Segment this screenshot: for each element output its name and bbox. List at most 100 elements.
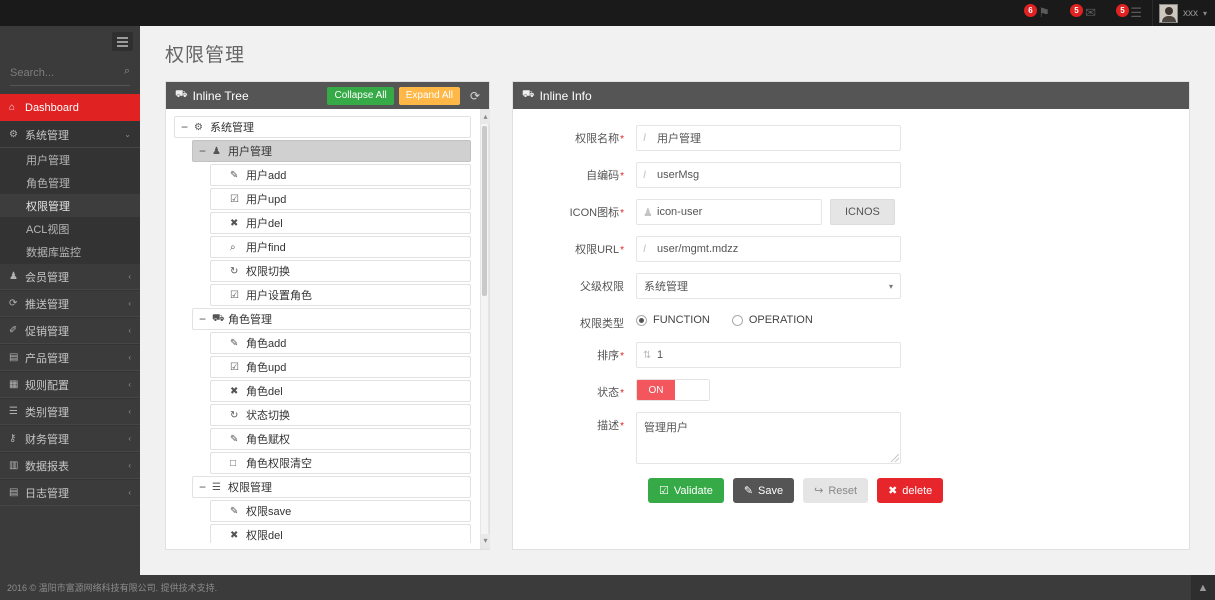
type-radio-group: FUNCTION OPERATION: [636, 310, 813, 326]
collapse-toggle-icon[interactable]: −: [199, 312, 207, 326]
sidebar-toggle-button[interactable]: [112, 32, 133, 51]
sidebar-item-push[interactable]: ⟳ 推送管理 ‹: [0, 290, 140, 317]
sidebar-search[interactable]: ⌕: [10, 60, 130, 86]
save-button[interactable]: ✎ Save: [732, 478, 795, 503]
required-mark: *: [620, 245, 624, 256]
sidebar-item-rules[interactable]: ▦ 规则配置 ‹: [0, 371, 140, 398]
radio-operation[interactable]: OPERATION: [731, 314, 813, 326]
field-control: 系统管理 ▾: [636, 273, 1189, 299]
collapse-toggle-icon[interactable]: −: [199, 144, 207, 158]
sort-label: 排序*: [513, 342, 636, 363]
tree-node[interactable]: ✎ 角色add: [210, 332, 471, 354]
scroll-down-icon[interactable]: ▾: [481, 534, 490, 548]
url-input[interactable]: I user/mgmt.mdzz: [636, 236, 901, 262]
tree-node[interactable]: ☑ 角色upd: [210, 356, 471, 378]
tree-node-label: 权限save: [246, 506, 292, 518]
tree-node-label: 权限管理: [228, 482, 272, 494]
delete-button[interactable]: ✖ delete: [877, 478, 944, 503]
panels-row: ⛟ Inline Tree Collapse All Expand All ⟳ …: [140, 75, 1215, 550]
tree-node[interactable]: ⌕ 用户find: [210, 236, 471, 258]
spinner-icon[interactable]: ⇅: [643, 349, 652, 361]
sidebar: ⌕ ⌂ Dashboard ⚙ 系统管理 ⌄ 用户管理 角色管理 权限管理 AC…: [0, 26, 140, 600]
field-control: I user/mgmt.mdzz: [636, 236, 1189, 262]
sidebar-item-finance[interactable]: ⚷ 财务管理 ‹: [0, 425, 140, 452]
sidebar-item-promotion[interactable]: ✐ 促销管理 ‹: [0, 317, 140, 344]
sidebar-item-category[interactable]: ☰ 类别管理 ‹: [0, 398, 140, 425]
chevron-right-icon: ‹: [128, 299, 131, 308]
tree-node-label: 用户管理: [228, 146, 272, 158]
flag-badge: 6: [1023, 4, 1037, 17]
icon-input[interactable]: ♟ icon-user: [636, 199, 822, 225]
chevron-right-icon: ‹: [128, 272, 131, 281]
search-input[interactable]: [10, 66, 130, 79]
collapse-toggle-icon[interactable]: −: [199, 480, 207, 494]
key-icon: ⚷: [9, 433, 17, 444]
icnos-button[interactable]: ICNOS: [830, 199, 895, 225]
sidebar-item-dashboard[interactable]: ⌂ Dashboard: [0, 94, 140, 121]
status-toggle[interactable]: ON: [636, 379, 710, 401]
tree-node-label: 用户del: [246, 218, 283, 230]
tree-node[interactable]: − ⛟ 角色管理: [192, 308, 471, 330]
sidebar-subitem-role-mgmt[interactable]: 角色管理: [0, 171, 140, 194]
sort-input[interactable]: ⇅ 1: [636, 342, 901, 368]
tree-node-icon: ☰: [212, 481, 221, 493]
radio-function[interactable]: FUNCTION: [636, 314, 710, 326]
envelope-icon[interactable]: 5 ✉: [1069, 4, 1096, 22]
collapse-toggle-icon[interactable]: −: [181, 120, 189, 134]
collapse-all-button[interactable]: Collapse All: [327, 86, 394, 105]
user-menu[interactable]: xxx ▾: [1151, 0, 1215, 26]
code-input[interactable]: I userMsg: [636, 162, 901, 188]
tree-node-icon: ↻: [230, 409, 239, 421]
sidebar-item-label: 促销管理: [25, 325, 69, 338]
tree-node[interactable]: ✖ 角色del: [210, 380, 471, 402]
tree-panel-title: ⛟ Inline Tree: [175, 89, 327, 103]
expand-all-button[interactable]: Expand All: [398, 86, 460, 105]
required-mark: *: [620, 171, 624, 182]
permission-name-input[interactable]: I 用户管理: [636, 125, 901, 151]
sidebar-subitem-db-monitor[interactable]: 数据库监控: [0, 240, 140, 263]
field-row-name: 权限名称* I 用户管理: [513, 125, 1189, 151]
flag-icon[interactable]: 6 ⚑: [1023, 4, 1050, 22]
tree-node[interactable]: ✎ 权限save: [210, 500, 471, 522]
tasks-icon[interactable]: 5 ☰: [1115, 4, 1142, 22]
sidebar-item-logs[interactable]: ▤ 日志管理 ‹: [0, 479, 140, 506]
tree-node[interactable]: ✎ 用户add: [210, 164, 471, 186]
sitemap-icon: ⛟: [175, 89, 188, 100]
scroll-up-icon[interactable]: ▴: [481, 110, 490, 124]
sidebar-item-system[interactable]: ⚙ 系统管理 ⌄: [0, 121, 140, 148]
tree-node[interactable]: ☑ 用户upd: [210, 188, 471, 210]
sidebar-subitem-permission-mgmt[interactable]: 权限管理: [0, 194, 140, 217]
tree-node[interactable]: − ☰ 权限管理: [192, 476, 471, 498]
tree-scroll-area: − ⚙ 系统管理 − ♟ 用户管理 ✎ 用户add ☑ 用户upd ✖ 用户del ⌕ 用户find ↻ 权限…: [174, 116, 481, 543]
tree-node-label: 角色管理: [228, 314, 272, 326]
scrollbar-thumb[interactable]: [482, 126, 487, 296]
resize-grip-icon[interactable]: [891, 454, 899, 462]
sidebar-item-member[interactable]: ♟ 会员管理 ‹: [0, 263, 140, 290]
url-label: 权限URL*: [513, 236, 636, 257]
permission-name-value: 用户管理: [657, 133, 701, 145]
tree-node[interactable]: ↻ 权限切换: [210, 260, 471, 282]
flag-glyph: ⚑: [1038, 5, 1050, 20]
tree-node-icon: ↻: [230, 265, 239, 277]
tree-node[interactable]: ↻ 状态切换: [210, 404, 471, 426]
sidebar-subitem-user-mgmt[interactable]: 用户管理: [0, 148, 140, 171]
tree-node[interactable]: − ♟ 用户管理: [192, 140, 471, 162]
sidebar-item-reports[interactable]: ▥ 数据报表 ‹: [0, 452, 140, 479]
refresh-icon[interactable]: ⟳: [469, 88, 481, 103]
tree-node[interactable]: ✎ 角色赋权: [210, 428, 471, 450]
tree-node[interactable]: ✖ 用户del: [210, 212, 471, 234]
tree-node[interactable]: □ 角色权限清空: [210, 452, 471, 474]
desc-textarea[interactable]: 管理用户: [636, 412, 901, 464]
tree-node[interactable]: ☑ 用户设置角色: [210, 284, 471, 306]
parent-select[interactable]: 系统管理 ▾: [636, 273, 901, 299]
tree-node[interactable]: ✖ 权限del: [210, 524, 471, 543]
tree-scrollbar[interactable]: ▴ ▾: [480, 109, 490, 549]
sidebar-subitem-acl-view[interactable]: ACL视图: [0, 217, 140, 240]
save-button-label: Save: [758, 484, 784, 497]
reset-button[interactable]: ↪ Reset: [803, 478, 869, 503]
validate-button[interactable]: ☑ Validate: [648, 478, 724, 503]
sidebar-item-product[interactable]: ▤ 产品管理 ‹: [0, 344, 140, 371]
scroll-to-top-button[interactable]: ▲: [1191, 575, 1215, 600]
tree-node[interactable]: − ⚙ 系统管理: [174, 116, 471, 138]
footer: 2016 © 温阳市富源网络科技有限公司. 提供技术支持. ▲: [0, 575, 1215, 600]
